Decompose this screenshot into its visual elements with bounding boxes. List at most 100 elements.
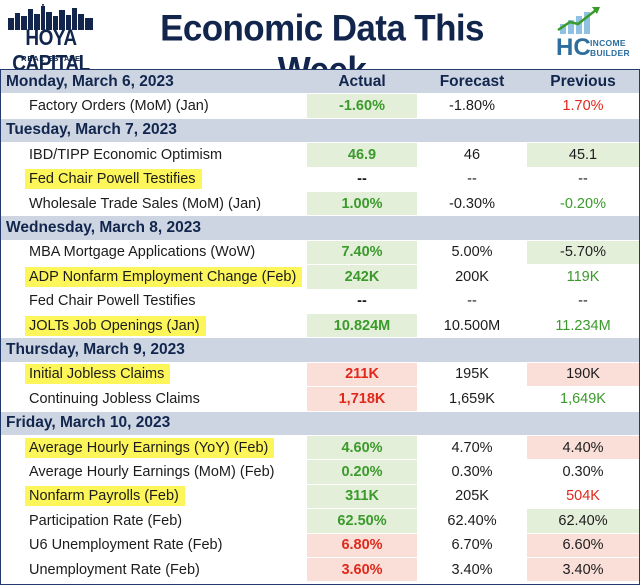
previous-value: 45.1 bbox=[527, 143, 639, 167]
previous-value: 0.30% bbox=[562, 464, 604, 481]
indicator-name-cell: Factory Orders (MoM) (Jan) bbox=[1, 94, 307, 117]
indicator-name: MBA Mortgage Applications (WoW) bbox=[29, 244, 256, 261]
day-date: Friday, March 10, 2023 bbox=[6, 414, 171, 432]
indicator-name-cell: MBA Mortgage Applications (WoW) bbox=[1, 241, 307, 264]
indicator-name: Fed Chair Powell Testifies bbox=[29, 293, 196, 310]
actual-value: 4.60% bbox=[307, 436, 417, 460]
day-date: Tuesday, March 7, 2023 bbox=[6, 121, 177, 139]
day-date: Monday, March 6, 2023 bbox=[6, 72, 174, 90]
indicator-name-cell: Participation Rate (Feb) bbox=[1, 509, 307, 532]
indicator-name: Unemployment Rate (Feb) bbox=[29, 561, 200, 578]
previous-value: -5.70% bbox=[527, 240, 639, 265]
actual-value: -1.60% bbox=[307, 94, 417, 118]
day-header-row: Wednesday, March 8, 2023 bbox=[1, 216, 639, 241]
day-date: Thursday, March 9, 2023 bbox=[6, 341, 185, 359]
day-header-row: Friday, March 10, 2023 bbox=[1, 411, 639, 436]
previous-value: 504K bbox=[566, 488, 600, 505]
economic-calendar-table: Monday, March 6, 2023 Actual Forecast Previ… bbox=[0, 69, 640, 585]
day-date: Wednesday, March 8, 2023 bbox=[6, 219, 201, 237]
indicator-name-cell: ADP Nonfarm Employment Change (Feb) bbox=[1, 265, 307, 288]
indicator-name: Factory Orders (MoM) (Jan) bbox=[29, 98, 209, 115]
actual-value: 46.9 bbox=[307, 143, 417, 167]
table-row: Average Hourly Earnings (MoM) (Feb) 0.20%… bbox=[1, 460, 639, 485]
table-row: Fed Chair Powell Testifies -- -- -- bbox=[1, 167, 639, 192]
table-row: Initial Jobless Claims 211K 195K 190K bbox=[1, 362, 639, 388]
actual-value: -- bbox=[357, 293, 367, 310]
actual-value: 0.20% bbox=[307, 460, 417, 484]
indicator-name: Continuing Jobless Claims bbox=[29, 390, 200, 407]
table-row: MBA Mortgage Applications (WoW) 7.40% 5.00… bbox=[1, 240, 639, 266]
indicator-name: ADP Nonfarm Employment Change (Feb) bbox=[25, 266, 303, 287]
indicator-name: U6 Unemployment Rate (Feb) bbox=[29, 537, 223, 554]
indicator-name: Fed Chair Powell Testifies bbox=[25, 169, 202, 190]
forecast-value: -0.30% bbox=[449, 195, 495, 212]
table-row: IBD/TIPP Economic Optimism 46.9 46 45.1 bbox=[1, 143, 639, 168]
forecast-value: -- bbox=[467, 171, 477, 188]
indicator-name-cell: Nonfarm Payrolls (Feb) bbox=[1, 485, 307, 508]
previous-value: 6.60% bbox=[527, 533, 639, 557]
actual-value: 10.824M bbox=[307, 314, 417, 338]
indicator-name-cell: JOLTs Job Openings (Jan) bbox=[1, 314, 307, 337]
income-builder-logo: HC INCOME BUILDER bbox=[556, 4, 636, 66]
indicator-name: Wholesale Trade Sales (MoM) (Jan) bbox=[29, 195, 262, 212]
forecast-value: 5.00% bbox=[451, 244, 493, 261]
actual-value: -- bbox=[357, 171, 367, 188]
actual-value: 1.00% bbox=[307, 192, 417, 216]
table-row: ADP Nonfarm Employment Change (Feb) 242K 2… bbox=[1, 265, 639, 290]
forecast-value: 205K bbox=[455, 488, 489, 505]
indicator-name: Nonfarm Payrolls (Feb) bbox=[25, 486, 185, 507]
table-row: Average Hourly Earnings (YoY) (Feb) 4.60%… bbox=[1, 436, 639, 461]
table-row: Continuing Jobless Claims 1,718K 1,659K 1,6… bbox=[1, 387, 639, 412]
skyline-icon bbox=[8, 4, 93, 30]
builder-word: BUILDER bbox=[590, 48, 630, 58]
indicator-name-cell: Wholesale Trade Sales (MoM) (Jan) bbox=[1, 192, 307, 215]
forecast-value: 1,659K bbox=[449, 390, 495, 407]
forecast-value: 3.40% bbox=[451, 561, 493, 578]
forecast-value: 10.500M bbox=[443, 317, 501, 334]
previous-value: -- bbox=[578, 293, 588, 310]
hoya-capital-logo: HOYA CAPITAL REAL ESTATE bbox=[6, 4, 96, 76]
indicator-name: Initial Jobless Claims bbox=[25, 364, 171, 385]
previous-value: -- bbox=[578, 171, 588, 188]
indicator-name-cell: Average Hourly Earnings (YoY) (Feb) bbox=[1, 436, 307, 459]
day-header-row: Tuesday, March 7, 2023 bbox=[1, 118, 639, 144]
forecast-value: 4.70% bbox=[451, 439, 493, 456]
table-row: Fed Chair Powell Testifies -- -- -- bbox=[1, 289, 639, 314]
forecast-value: 6.70% bbox=[451, 537, 493, 554]
indicator-name-cell: Continuing Jobless Claims bbox=[1, 387, 307, 410]
previous-value: 119K bbox=[566, 268, 600, 285]
table-row: U6 Unemployment Rate (Feb) 6.80% 6.70% 6.60… bbox=[1, 533, 639, 558]
actual-value: 1,718K bbox=[307, 387, 417, 411]
indicator-name: Average Hourly Earnings (YoY) (Feb) bbox=[25, 437, 275, 458]
actual-value: 311K bbox=[307, 484, 417, 509]
column-header-forecast: Forecast bbox=[439, 72, 505, 90]
column-header-actual: Actual bbox=[338, 72, 386, 90]
table-row: JOLTs Job Openings (Jan) 10.824M 10.500M 11… bbox=[1, 314, 639, 339]
hc-mark: HC bbox=[556, 34, 591, 61]
indicator-name-cell: Average Hourly Earnings (MoM) (Feb) bbox=[1, 460, 307, 483]
indicator-name-cell: IBD/TIPP Economic Optimism bbox=[1, 143, 307, 166]
table-row: Participation Rate (Feb) 62.50% 62.40% 62.4… bbox=[1, 509, 639, 534]
previous-value: 3.40% bbox=[527, 558, 639, 582]
actual-value: 62.50% bbox=[307, 509, 417, 533]
actual-value: 7.40% bbox=[307, 240, 417, 265]
previous-value: 62.40% bbox=[527, 509, 639, 533]
forecast-value: 46 bbox=[463, 146, 481, 163]
growth-arrow-icon bbox=[557, 7, 600, 34]
previous-value: 1.70% bbox=[562, 98, 604, 115]
income-builder-text: INCOME BUILDER bbox=[590, 38, 630, 58]
indicator-name: Participation Rate (Feb) bbox=[29, 512, 183, 529]
previous-value: 1,649K bbox=[560, 390, 606, 407]
indicator-name-cell: Unemployment Rate (Feb) bbox=[1, 558, 307, 581]
day-header-row: Thursday, March 9, 2023 bbox=[1, 338, 639, 363]
header: HOYA CAPITAL REAL ESTATE Economic Data T… bbox=[0, 0, 640, 91]
actual-value: 211K bbox=[307, 362, 417, 387]
indicator-name: JOLTs Job Openings (Jan) bbox=[25, 315, 206, 336]
actual-value: 3.60% bbox=[307, 558, 417, 582]
previous-value: -0.20% bbox=[560, 195, 606, 212]
actual-value: 242K bbox=[307, 265, 417, 289]
hoya-logo-sub: REAL ESTATE bbox=[21, 54, 81, 63]
table-row: Unemployment Rate (Feb) 3.60% 3.40% 3.40% bbox=[1, 558, 639, 583]
forecast-value: -- bbox=[467, 293, 477, 310]
